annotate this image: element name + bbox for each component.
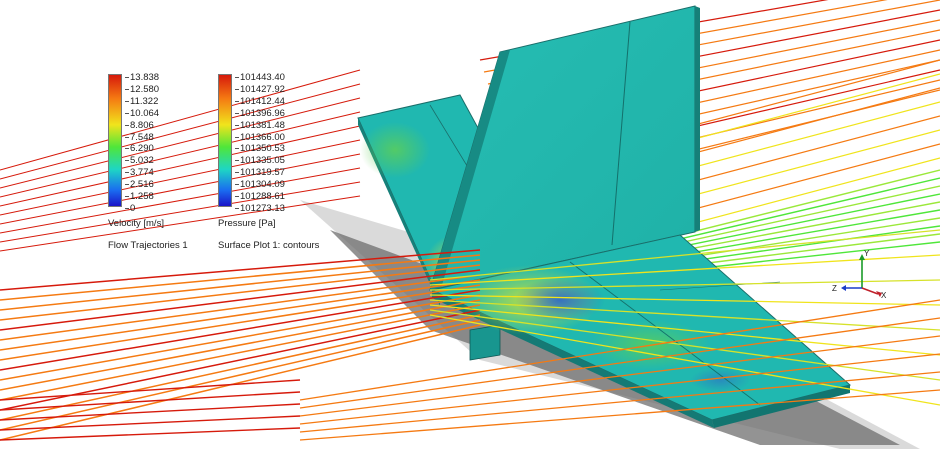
pressure-tick: 101304.09 [235,179,285,191]
triad-x-label: X [881,291,887,300]
flow-trajectory [0,304,481,401]
flow-trajectory [0,427,301,441]
flow-trajectory [0,391,301,411]
flow-trajectory [0,274,481,341]
velocity-tick: 2.516 [125,179,154,191]
flow-trajectory [299,317,940,409]
flow-trajectory [0,259,481,311]
velocity-tick: 0 [124,202,136,214]
flow-trajectory [0,69,361,171]
velocity-tick: 8.806 [125,119,154,131]
triad-y-label: Y [864,249,870,258]
flow-trajectory [0,279,481,351]
flow-trajectory [0,139,361,216]
flow-trajectory [0,111,361,198]
flow-trajectory [0,309,481,411]
flow-trajectory [429,294,940,306]
flow-trajectory [0,269,481,331]
velocity-tick: 3.774 [125,167,154,179]
velocity-tick: 5.032 [125,155,154,167]
flow-trajectory [0,254,481,301]
flow-trajectory [0,83,361,180]
pressure-tick: 101412.44 [235,95,285,107]
pressure-tick: 101427.92 [235,83,285,95]
flow-trajectory [429,299,940,331]
flow-trajectory [0,195,361,252]
flow-trajectory [0,379,301,401]
pressure-tick: 101443.40 [235,72,285,83]
vertical-fin [429,5,700,292]
velocity-tick: 10.064 [124,107,160,119]
pressure-color-bar [218,74,232,207]
velocity-tick: 6.290 [125,143,154,155]
velocity-tick: 11.322 [124,95,159,107]
velocity-tick: 13.838 [124,72,160,83]
pressure-tick: 101319.57 [235,167,285,179]
pressure-tick: 101273.13 [235,202,285,214]
flow-trajectory [0,153,361,225]
flow-trajectory [0,249,481,291]
flow-trajectory [0,289,481,371]
flow-trajectory [0,324,481,441]
flow-trajectory [0,294,481,381]
velocity-tick: 1.258 [125,191,154,202]
pressure-tick: 101381.48 [235,119,285,131]
flow-trajectory [429,254,940,286]
flow-trajectory [299,335,940,417]
flow-trajectory [0,319,481,431]
pressure-tick: 101288.61 [235,191,285,202]
velocity-legend-subtitle: Flow Trajectories 1 [108,240,188,251]
velocity-tick: 12.580 [124,83,160,95]
pressure-tick: 101366.00 [235,131,285,143]
pressure-tick: 101350.53 [235,143,285,155]
pressure-tick: 101335.05 [235,155,285,167]
flow-trajectory [299,299,940,401]
flow-trajectory [429,314,940,406]
flow-trajectory [0,97,361,189]
triad-z-label: Z [832,284,837,293]
flow-trajectory [299,389,940,441]
flow-trajectory [0,284,481,361]
flow-trajectory [0,314,481,421]
flow-trajectory [0,299,481,391]
velocity-legend-title: Velocity [m/s] [108,218,164,229]
flow-trajectory [0,403,301,421]
flow-trajectory [0,415,301,431]
velocity-tick: 7.548 [125,131,154,143]
pressure-tick: 101396.96 [235,107,285,119]
flow-trajectory [0,264,481,321]
flow-trajectory [299,371,940,433]
flow-trajectory [299,353,940,425]
velocity-color-bar [108,74,122,207]
flow-trajectories-front [0,229,940,441]
pressure-legend-subtitle: Surface Plot 1: contours [218,240,320,251]
flow-trajectory [0,181,361,243]
flow-trajectory [429,309,940,381]
flow-trajectory [0,167,361,234]
flow-trajectory [0,125,361,207]
pressure-legend-title: Pressure [Pa] [218,218,276,229]
flow-trajectory [429,229,940,281]
flow-trajectory [429,279,940,291]
coordinate-triad: Y X Z [832,249,887,300]
